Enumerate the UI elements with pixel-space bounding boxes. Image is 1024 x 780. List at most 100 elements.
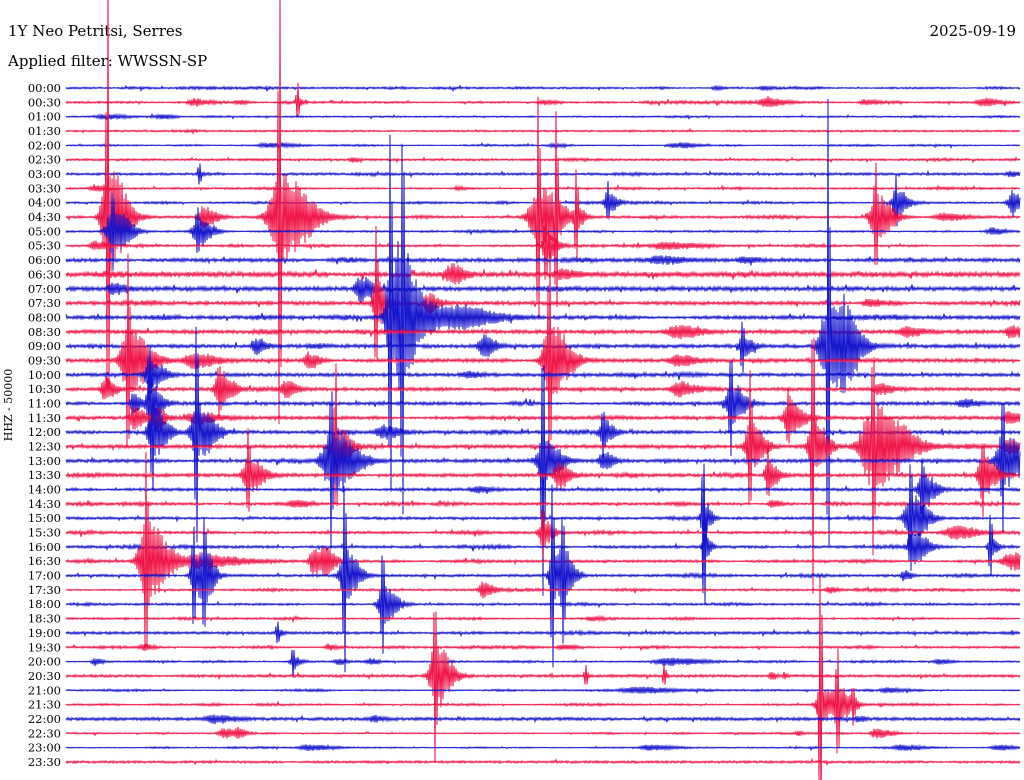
time-label-2330: 23:30: [28, 755, 61, 769]
time-label-0930: 09:30: [28, 354, 61, 368]
trace-row-2030: [65, 611, 1021, 763]
time-label-1330: 13:30: [28, 468, 61, 482]
time-label-1200: 12:00: [28, 425, 61, 439]
trace-row-0400: [65, 174, 1021, 227]
trace-row-0300: [65, 163, 1021, 185]
trace-row-2230: [65, 726, 1021, 739]
time-label-2200: 22:00: [28, 712, 61, 726]
trace-row-0330: [65, 183, 1021, 193]
time-label-0800: 08:00: [28, 310, 61, 324]
time-label-0730: 07:30: [28, 296, 61, 310]
trace-row-0830: [65, 324, 1021, 340]
trace-row-0130: [65, 127, 1021, 136]
time-label-1230: 12:30: [28, 440, 61, 454]
trace-row-1600: [65, 475, 1021, 605]
trace-rows: [65, 0, 1021, 780]
trace-row-1000: [65, 347, 1021, 401]
trace-row-2100: [65, 686, 1021, 695]
trace-row-0900: [65, 98, 1021, 546]
trace-row-0500: [65, 192, 1021, 271]
time-label-2030: 20:30: [28, 669, 61, 683]
time-label-1930: 19:30: [28, 640, 61, 654]
trace-row-1400: [65, 458, 1021, 524]
time-label-0300: 03:00: [28, 167, 61, 181]
time-label-2100: 21:00: [28, 683, 61, 697]
time-label-1700: 17:00: [28, 569, 61, 583]
channel-scale-label: HHZ - 50000: [2, 369, 15, 442]
time-label-2300: 23:00: [28, 741, 61, 755]
trace-row-2300: [65, 743, 1021, 752]
trace-row-0030: [65, 82, 1021, 118]
time-label-1830: 18:30: [28, 612, 61, 626]
time-label-0500: 05:00: [28, 224, 61, 238]
time-axis-labels: 00:0000:3001:0001:3002:0002:3003:0003:30…: [28, 81, 61, 769]
applied-filter-label: Applied filter: WWSSN-SP: [7, 52, 207, 70]
trace-row-1100: [65, 357, 1021, 457]
trace-row-2330: [65, 757, 1021, 767]
time-label-1630: 16:30: [28, 554, 61, 568]
trace-row-1700: [65, 484, 1021, 673]
trace-row-0630: [65, 263, 1021, 285]
time-label-1500: 15:00: [28, 511, 61, 525]
trace-row-2200: [65, 714, 1021, 725]
time-label-1400: 14:00: [28, 483, 61, 497]
trace-row-1130: [65, 389, 1021, 444]
time-label-0900: 09:00: [28, 339, 61, 353]
trace-row-1300: [65, 365, 1021, 596]
trace-row-1930: [65, 643, 1021, 652]
trace-row-1530: [65, 509, 1021, 559]
time-label-1030: 10:30: [28, 382, 61, 396]
station-title: 1Y Neo Petritsi, Serres: [8, 22, 182, 40]
trace-row-1200: [65, 326, 1021, 543]
time-label-1430: 14:30: [28, 497, 61, 511]
trace-row-0000: [65, 84, 1021, 93]
trace-row-2130: [65, 576, 1021, 780]
trace-row-0100: [65, 112, 1021, 121]
time-label-0130: 01:30: [28, 124, 61, 138]
time-label-0200: 02:00: [28, 138, 61, 152]
trace-row-1900: [65, 621, 1021, 644]
trace-row-0800: [65, 134, 1021, 515]
time-label-1730: 17:30: [28, 583, 61, 597]
trace-row-0230: [65, 156, 1021, 164]
time-label-0600: 06:00: [28, 253, 61, 267]
time-label-0530: 05:30: [28, 239, 61, 253]
time-label-0230: 02:30: [28, 153, 61, 167]
trace-row-0600: [65, 255, 1021, 266]
trace-row-1830: [65, 614, 1021, 624]
time-label-1300: 13:00: [28, 454, 61, 468]
trace-row-1030: [65, 365, 1021, 417]
time-label-2230: 22:30: [28, 726, 61, 740]
time-label-0630: 06:30: [28, 267, 61, 281]
time-label-0000: 00:00: [28, 81, 61, 95]
time-label-1130: 11:30: [28, 411, 61, 425]
trace-row-0530: [65, 206, 1021, 280]
trace-row-1800: [65, 555, 1021, 654]
time-label-1600: 16:00: [28, 540, 61, 554]
trace-row-0700: [65, 276, 1021, 304]
time-label-2000: 20:00: [28, 655, 61, 669]
time-label-1800: 18:00: [28, 597, 61, 611]
time-label-2130: 21:30: [28, 698, 61, 712]
trace-row-1730: [65, 581, 1021, 599]
plot-date: 2025-09-19: [930, 22, 1016, 40]
time-label-1100: 11:00: [28, 397, 61, 411]
trace-row-0930: [65, 250, 1021, 464]
trace-row-0730: [65, 225, 1021, 360]
trace-row-0200: [65, 141, 1021, 150]
trace-row-1630: [65, 452, 1021, 652]
time-label-0330: 03:30: [28, 181, 61, 195]
trace-row-2000: [65, 649, 1021, 678]
time-label-0700: 07:00: [28, 282, 61, 296]
time-label-0030: 00:30: [28, 95, 61, 109]
trace-row-1330: [65, 428, 1021, 518]
time-label-0400: 04:00: [28, 196, 61, 210]
time-label-1900: 19:00: [28, 626, 61, 640]
time-label-1000: 10:00: [28, 368, 61, 382]
time-label-0100: 01:00: [28, 110, 61, 124]
trace-row-1430: [65, 499, 1021, 509]
time-label-0430: 04:30: [28, 210, 61, 224]
trace-row-1500: [65, 463, 1021, 578]
